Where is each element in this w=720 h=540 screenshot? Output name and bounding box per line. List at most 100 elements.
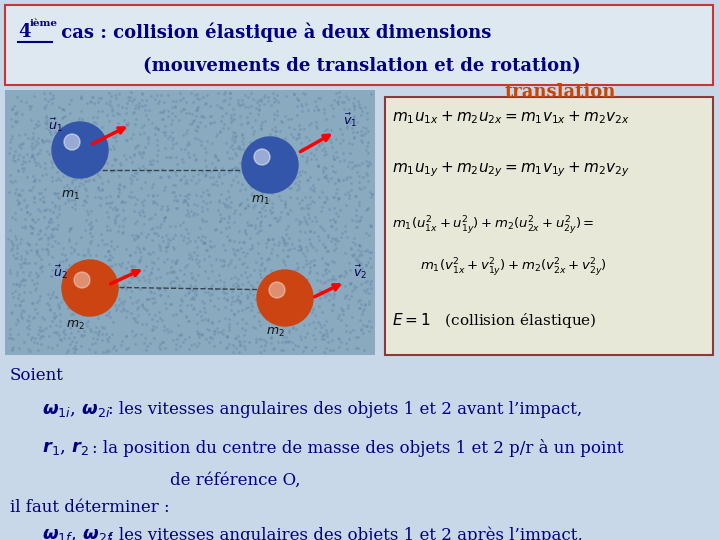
- Point: [292, 180, 303, 189]
- Point: [54, 146, 66, 155]
- Point: [30, 247, 41, 255]
- Point: [303, 120, 315, 129]
- Point: [225, 306, 237, 315]
- Point: [236, 324, 248, 333]
- Point: [192, 243, 203, 252]
- Point: [343, 138, 354, 147]
- Circle shape: [74, 272, 90, 288]
- Point: [361, 161, 373, 170]
- Point: [109, 214, 121, 223]
- Point: [332, 97, 343, 105]
- Point: [186, 254, 198, 263]
- Point: [89, 193, 101, 201]
- Point: [361, 206, 372, 215]
- Point: [43, 125, 55, 134]
- Point: [135, 252, 146, 261]
- Point: [56, 104, 68, 113]
- Point: [135, 330, 146, 339]
- Point: [319, 126, 330, 134]
- Point: [113, 295, 125, 303]
- Point: [17, 163, 28, 172]
- Point: [213, 316, 225, 325]
- Point: [212, 327, 224, 336]
- Point: [32, 346, 43, 354]
- Point: [327, 294, 338, 302]
- Point: [69, 205, 81, 214]
- Point: [169, 167, 181, 176]
- Point: [104, 256, 116, 265]
- Point: [77, 150, 89, 159]
- Point: [323, 337, 334, 346]
- Point: [246, 179, 257, 188]
- Point: [269, 127, 280, 136]
- Point: [189, 125, 200, 134]
- Point: [129, 144, 140, 152]
- Point: [70, 200, 81, 208]
- Point: [53, 210, 65, 219]
- Point: [86, 339, 98, 348]
- Point: [158, 98, 170, 106]
- Point: [289, 284, 301, 292]
- Point: [293, 133, 305, 141]
- Point: [233, 332, 244, 340]
- Point: [320, 171, 331, 180]
- Point: [32, 271, 43, 279]
- Point: [254, 266, 266, 274]
- Point: [27, 183, 38, 191]
- Point: [208, 341, 220, 350]
- Point: [45, 293, 56, 302]
- Point: [6, 213, 17, 221]
- Point: [260, 243, 271, 252]
- Point: [93, 93, 104, 102]
- Point: [200, 162, 212, 171]
- Point: [81, 310, 92, 319]
- Point: [235, 101, 247, 110]
- Point: [51, 146, 63, 154]
- Point: [18, 195, 30, 204]
- Point: [294, 245, 306, 254]
- Point: [312, 161, 323, 170]
- Point: [267, 312, 279, 320]
- Point: [117, 272, 129, 280]
- Point: [117, 228, 129, 237]
- Point: [110, 346, 122, 355]
- Point: [242, 200, 253, 209]
- Point: [132, 140, 143, 149]
- Point: [208, 330, 220, 339]
- Point: [76, 267, 88, 275]
- Point: [363, 317, 374, 326]
- Point: [233, 296, 244, 305]
- Point: [96, 153, 108, 162]
- Point: [103, 308, 114, 316]
- Point: [220, 96, 231, 105]
- Point: [104, 226, 116, 234]
- Point: [93, 327, 104, 335]
- Point: [255, 341, 266, 350]
- Point: [202, 137, 213, 145]
- Point: [103, 346, 114, 355]
- Point: [100, 310, 112, 319]
- Point: [9, 254, 21, 262]
- Point: [130, 316, 141, 325]
- Point: [85, 237, 96, 246]
- Point: [264, 130, 276, 138]
- Point: [354, 249, 366, 258]
- Point: [66, 291, 77, 300]
- Point: [199, 156, 210, 165]
- Point: [174, 266, 185, 275]
- Point: [147, 299, 158, 307]
- Point: [286, 338, 297, 347]
- Point: [282, 252, 294, 261]
- Point: [333, 333, 344, 342]
- Point: [314, 302, 325, 310]
- Point: [279, 200, 291, 208]
- Point: [279, 148, 291, 157]
- Point: [80, 215, 91, 224]
- Point: [188, 286, 199, 295]
- Point: [165, 267, 176, 276]
- Point: [300, 216, 311, 225]
- Point: [350, 211, 361, 219]
- Point: [17, 268, 29, 276]
- Point: [140, 106, 151, 114]
- Point: [307, 330, 319, 339]
